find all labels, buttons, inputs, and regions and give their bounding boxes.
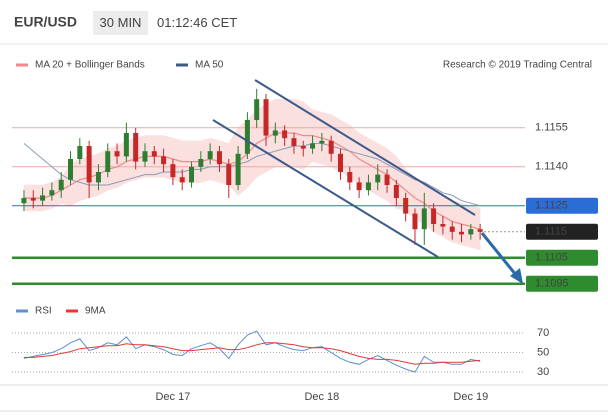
level-box xyxy=(526,223,598,240)
candle-body xyxy=(198,159,204,167)
candle-body xyxy=(300,146,306,149)
candle-body xyxy=(21,198,27,204)
level-label: 1.1155 xyxy=(535,122,568,134)
interval: 30 MIN xyxy=(100,15,142,30)
candle-body xyxy=(49,190,55,196)
candle-body xyxy=(58,179,64,191)
candle-body xyxy=(319,140,325,144)
candle-body xyxy=(40,195,46,201)
candle-body xyxy=(421,208,427,230)
level-label: 1.1105 xyxy=(535,252,568,264)
candle-body xyxy=(77,146,83,159)
y-tick-label: 70 xyxy=(537,327,549,339)
candle-body xyxy=(95,172,101,183)
candle-body xyxy=(272,130,278,136)
candle-body xyxy=(207,151,213,159)
candle-body xyxy=(189,166,195,183)
level-box xyxy=(526,249,598,266)
candle-body xyxy=(263,99,269,136)
candle-body xyxy=(375,174,381,183)
arrow xyxy=(480,232,518,276)
candle-body xyxy=(356,182,362,191)
candle-body xyxy=(216,151,222,165)
candle-body xyxy=(384,174,390,185)
y-tick-label: 30 xyxy=(537,366,549,378)
candle-body xyxy=(179,177,185,183)
level-label: 1.1140 xyxy=(535,161,568,173)
time: 01:12:46 CET xyxy=(157,15,237,30)
level-box xyxy=(526,275,598,292)
candle-body xyxy=(170,164,176,178)
symbol: EUR/USD xyxy=(14,14,77,30)
candle-body xyxy=(440,224,446,227)
candle-body xyxy=(161,156,167,165)
candle-body xyxy=(431,208,437,224)
candle-body xyxy=(105,151,111,172)
source: Research © 2019 Trading Central xyxy=(443,60,592,71)
x-tick-label: Dec 18 xyxy=(304,391,339,403)
candle-body xyxy=(30,198,36,201)
level-box xyxy=(526,197,598,214)
candle-body xyxy=(347,172,353,183)
interval-box xyxy=(93,11,148,35)
candle-body xyxy=(254,99,260,120)
candle-body xyxy=(142,151,148,162)
candle-body xyxy=(282,130,288,139)
candle-body xyxy=(226,164,232,185)
candle-body xyxy=(114,151,120,157)
candle-body xyxy=(477,229,483,232)
candle-body xyxy=(328,140,334,154)
candle-body xyxy=(86,146,92,183)
candle-body xyxy=(244,120,250,154)
level-label: 1.1095 xyxy=(535,278,569,290)
trendline xyxy=(254,79,476,216)
candle-body xyxy=(449,226,455,232)
candle-body xyxy=(403,198,409,214)
candle-body xyxy=(468,229,474,235)
legend-label: MA 50 xyxy=(195,60,224,71)
legend-label: 9MA xyxy=(85,306,106,317)
trendline xyxy=(212,119,439,258)
candle-body xyxy=(412,213,418,230)
candle-body xyxy=(123,133,129,157)
candle-body xyxy=(310,143,316,149)
candle-body xyxy=(459,231,465,235)
y-tick-label: 50 xyxy=(537,346,549,358)
legend-label: RSI xyxy=(35,306,52,317)
ma-line xyxy=(23,142,481,207)
x-tick-label: Dec 17 xyxy=(155,391,190,403)
candle-body xyxy=(337,153,343,172)
level-label: 1.1125 xyxy=(535,200,568,212)
level-label: 1.1115 xyxy=(535,226,567,238)
candle-body xyxy=(291,138,297,146)
indicator-line xyxy=(24,342,481,365)
candle-body xyxy=(393,185,399,198)
x-tick-label: Dec 19 xyxy=(453,391,488,403)
legend-label: MA 20 + Bollinger Bands xyxy=(35,60,145,71)
candle-body xyxy=(365,182,371,191)
candle-body xyxy=(133,133,139,162)
arrow-head xyxy=(510,268,523,284)
candle-body xyxy=(151,151,157,157)
candle-body xyxy=(68,159,74,180)
candle-body xyxy=(235,153,241,185)
